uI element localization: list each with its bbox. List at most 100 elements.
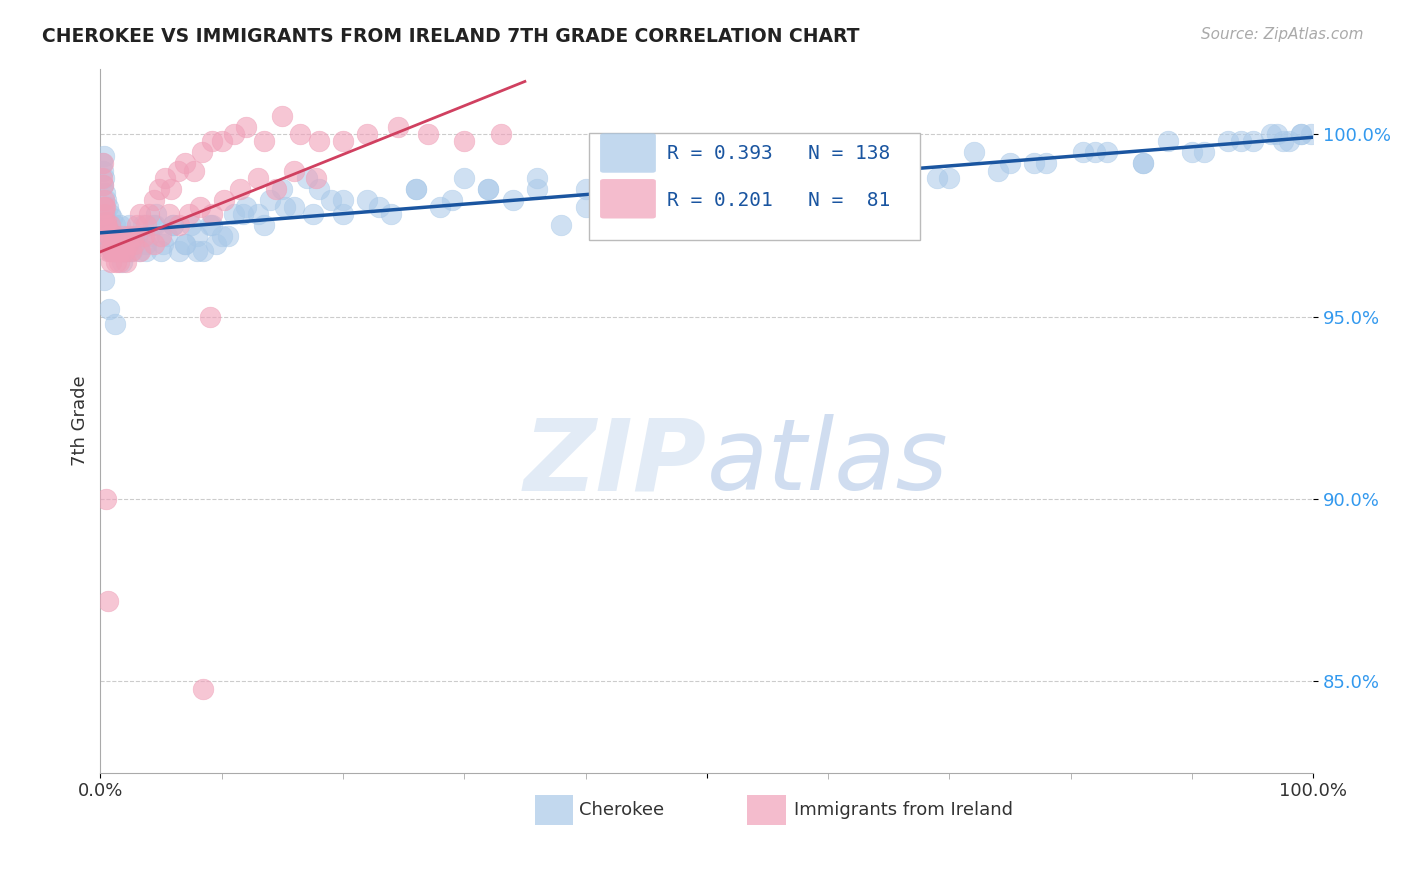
- Point: [890, 182, 912, 196]
- Point: [117, 236, 139, 251]
- Point: [93, 207, 115, 221]
- Point: [96, 219, 118, 233]
- Point: [104, 317, 127, 331]
- Point: [108, 219, 131, 233]
- Point: [115, 236, 138, 251]
- Point: [744, 163, 766, 178]
- Point: [274, 200, 297, 214]
- Point: [174, 156, 197, 170]
- Point: [96, 236, 118, 251]
- Y-axis label: 7th Grade: 7th Grade: [72, 376, 89, 466]
- Point: [135, 236, 157, 251]
- FancyBboxPatch shape: [600, 179, 655, 219]
- Point: [259, 193, 281, 207]
- Point: [97, 229, 120, 244]
- Point: [105, 244, 128, 258]
- Point: [110, 244, 132, 258]
- Point: [1095, 145, 1118, 160]
- Point: [114, 255, 136, 269]
- Point: [1289, 127, 1312, 141]
- Point: [647, 171, 669, 186]
- Point: [271, 109, 294, 123]
- Point: [222, 127, 245, 141]
- Point: [1241, 135, 1264, 149]
- Point: [198, 219, 221, 233]
- Point: [405, 182, 427, 196]
- Point: [308, 182, 330, 196]
- Text: Source: ZipAtlas.com: Source: ZipAtlas.com: [1201, 27, 1364, 42]
- Point: [804, 171, 827, 186]
- Point: [138, 229, 160, 244]
- Point: [305, 171, 328, 186]
- Point: [174, 236, 197, 251]
- Point: [124, 236, 146, 251]
- Point: [405, 182, 427, 196]
- Point: [1229, 135, 1251, 149]
- Text: Cherokee: Cherokee: [579, 801, 665, 819]
- Point: [217, 229, 239, 244]
- Point: [128, 244, 150, 258]
- Point: [232, 207, 254, 221]
- Point: [120, 229, 142, 244]
- Point: [97, 229, 120, 244]
- Point: [98, 207, 121, 221]
- Point: [356, 193, 378, 207]
- Point: [301, 207, 323, 221]
- Point: [91, 156, 114, 170]
- Point: [138, 207, 160, 221]
- Point: [610, 182, 633, 196]
- Point: [177, 207, 200, 221]
- Point: [125, 229, 148, 244]
- Point: [118, 229, 141, 244]
- Point: [142, 236, 165, 251]
- Point: [97, 594, 120, 608]
- Point: [332, 207, 354, 221]
- Point: [574, 200, 596, 214]
- Point: [135, 219, 157, 233]
- Point: [927, 171, 949, 186]
- Text: ZIP: ZIP: [524, 415, 707, 511]
- Point: [112, 244, 135, 258]
- Point: [150, 229, 173, 244]
- Point: [141, 219, 163, 233]
- Point: [1071, 145, 1094, 160]
- Point: [118, 219, 141, 233]
- Point: [105, 236, 128, 251]
- Point: [830, 171, 852, 186]
- Point: [212, 193, 235, 207]
- Point: [96, 215, 118, 229]
- Point: [987, 163, 1010, 178]
- Point: [938, 171, 960, 186]
- Point: [93, 149, 115, 163]
- Point: [183, 163, 205, 178]
- FancyBboxPatch shape: [589, 133, 921, 240]
- Point: [135, 244, 157, 258]
- Point: [132, 229, 155, 244]
- Point: [91, 163, 114, 178]
- Point: [101, 244, 124, 258]
- Point: [574, 182, 596, 196]
- Point: [111, 229, 134, 244]
- Point: [97, 219, 120, 233]
- Point: [1278, 135, 1301, 149]
- Point: [768, 163, 790, 178]
- Point: [1035, 156, 1057, 170]
- Point: [94, 200, 117, 214]
- Text: Immigrants from Ireland: Immigrants from Ireland: [794, 801, 1014, 819]
- Point: [332, 135, 354, 149]
- Point: [222, 207, 245, 221]
- Point: [380, 207, 402, 221]
- Point: [98, 244, 121, 258]
- Point: [100, 255, 122, 269]
- Point: [477, 182, 499, 196]
- Point: [159, 207, 181, 221]
- Point: [453, 135, 475, 149]
- Point: [101, 211, 124, 226]
- Point: [121, 244, 143, 258]
- Point: [104, 219, 127, 233]
- Point: [186, 244, 208, 258]
- Point: [271, 182, 294, 196]
- Point: [211, 135, 233, 149]
- Point: [998, 156, 1021, 170]
- Point: [247, 171, 270, 186]
